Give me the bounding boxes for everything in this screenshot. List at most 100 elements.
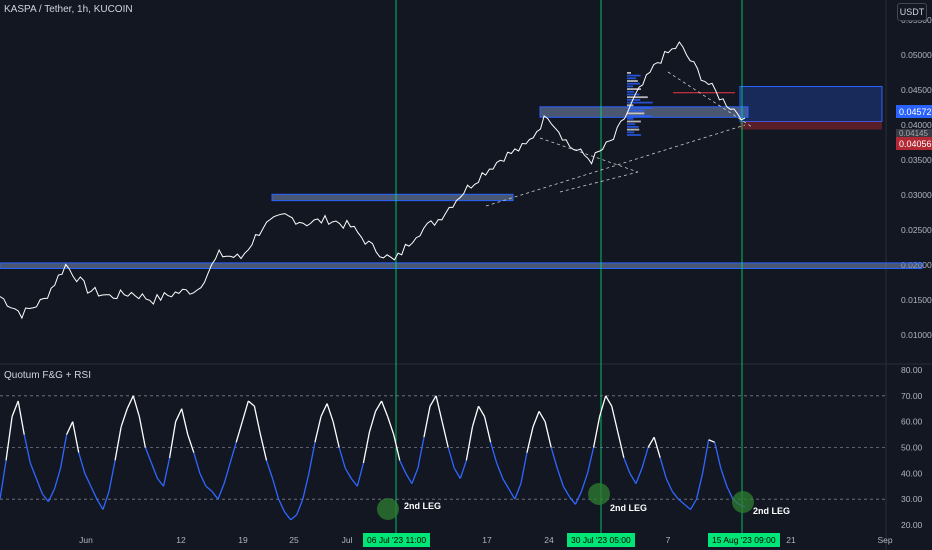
volume-profile-bar xyxy=(627,134,641,136)
rsi-series-segment xyxy=(211,491,219,500)
price-axis-tick: 0.03500 xyxy=(901,155,932,165)
rsi-series-segment xyxy=(429,395,437,407)
red-zone xyxy=(740,121,882,130)
volume-profile-bar xyxy=(627,115,652,117)
rsi-series-segment xyxy=(314,416,322,443)
rsi-series-segment xyxy=(205,485,213,492)
volume-profile-bar xyxy=(627,90,635,93)
rsi-series-segment xyxy=(387,416,395,435)
rsi-series-segment xyxy=(399,460,407,474)
rsi-series-segment xyxy=(108,460,116,492)
rsi-series-segment xyxy=(520,452,528,484)
price-axis-tick: 0.05000 xyxy=(901,50,932,60)
price-axis-tick: 0.04000 xyxy=(901,120,932,130)
rsi-series-segment xyxy=(114,426,122,461)
rsi-series-segment xyxy=(653,436,661,459)
supply-demand-zone xyxy=(0,262,923,269)
currency-button[interactable]: USDT xyxy=(897,3,927,21)
rsi-series-segment xyxy=(374,400,383,412)
rsi-series-segment xyxy=(320,403,328,417)
rsi-series-segment xyxy=(447,447,455,469)
volume-profile-bar xyxy=(627,72,631,74)
signal-circle xyxy=(732,491,754,513)
rsi-series-segment xyxy=(168,421,177,458)
price-axis-tick: 0.03000 xyxy=(901,190,932,200)
rsi-series-segment xyxy=(235,421,243,443)
rsi-series-segment xyxy=(550,447,558,469)
rsi-series-segment xyxy=(574,491,583,505)
rsi-series-segment xyxy=(199,473,207,487)
time-axis-tick: Jun xyxy=(79,535,93,545)
rsi-series-segment xyxy=(423,406,431,438)
rsi-series-segment xyxy=(156,478,165,487)
rsi-series-segment xyxy=(181,408,189,435)
rsi-series-segment xyxy=(187,434,195,453)
rsi-series-segment xyxy=(0,460,7,500)
price-axis-tick: 0.01500 xyxy=(901,295,932,305)
volume-profile-bar xyxy=(627,80,638,82)
rsi-series-segment xyxy=(726,485,734,500)
rsi-series-segment xyxy=(514,483,522,500)
rsi-series-segment xyxy=(84,473,92,487)
volume-profile-bar xyxy=(627,99,641,101)
rsi-series-segment xyxy=(629,473,637,484)
rsi-series-segment xyxy=(695,473,704,500)
rsi-series-segment xyxy=(35,478,44,495)
rsi-series-segment xyxy=(138,416,147,448)
rsi-series-segment xyxy=(253,406,262,435)
volume-profile-bar xyxy=(627,117,634,120)
rsi-series-segment xyxy=(41,493,49,503)
volume-profile-bar xyxy=(627,126,639,128)
annotation-2nd-leg-3: 2nd LEG xyxy=(753,506,791,516)
rsi-series-segment xyxy=(23,434,31,464)
volume-profile-bar xyxy=(627,88,641,90)
supply-demand-zone xyxy=(739,86,883,122)
volume-profile-bar xyxy=(627,120,641,123)
time-axis-tick: 17 xyxy=(482,535,492,545)
rsi-series-segment xyxy=(78,452,86,474)
signal-circle xyxy=(588,483,610,505)
rsi-series-segment xyxy=(677,498,685,505)
rsi-series-segment xyxy=(175,408,183,422)
trendline xyxy=(667,71,753,128)
annotation-2nd-leg-1: 2nd LEG xyxy=(404,501,442,511)
rsi-series-segment xyxy=(265,460,274,479)
rsi-axis-tick: 80.00 xyxy=(901,365,923,375)
time-axis-tick: 12 xyxy=(176,535,186,545)
hidden-price-tag: 0.04145 xyxy=(896,129,932,138)
rsi-series-segment xyxy=(350,478,358,487)
rsi-series-segment xyxy=(278,498,286,513)
rsi-series-segment xyxy=(641,447,649,469)
rsi-series-segment xyxy=(647,436,655,448)
rsi-series-segment xyxy=(326,403,334,422)
rsi-series-segment xyxy=(477,405,486,417)
rsi-series-segment xyxy=(635,467,643,484)
volume-profile-bar xyxy=(627,82,640,85)
rsi-series-segment xyxy=(599,395,607,417)
rsi-series-segment xyxy=(411,467,419,484)
rsi-series-segment xyxy=(290,514,298,521)
rsi-axis-tick: 60.00 xyxy=(901,417,923,427)
volume-profile-bar xyxy=(627,107,652,109)
rsi-axis-tick: 20.00 xyxy=(901,520,923,530)
rsi-series-segment xyxy=(720,467,728,487)
rsi-series-segment xyxy=(380,400,389,417)
rsi-series-segment xyxy=(5,416,13,461)
time-axis-tick: Sep xyxy=(877,535,892,545)
rsi-series-segment xyxy=(489,442,498,464)
rsi-series-segment xyxy=(562,485,570,497)
time-axis-tick: 19 xyxy=(238,535,248,545)
rsi-series-segment xyxy=(296,498,304,515)
rsi-series-segment xyxy=(665,478,673,492)
annotation-2nd-leg-2: 2nd LEG xyxy=(610,503,648,513)
rsi-series-segment xyxy=(405,473,413,484)
rsi-series-segment xyxy=(617,431,625,458)
rsi-series-segment xyxy=(53,467,62,490)
volume-profile-bar xyxy=(627,101,653,104)
rsi-series-segment xyxy=(223,462,231,484)
rsi-series-segment xyxy=(508,488,516,500)
rsi-series-segment xyxy=(144,447,153,464)
volume-profile-bar xyxy=(627,123,636,126)
rsi-series-segment xyxy=(544,421,552,448)
